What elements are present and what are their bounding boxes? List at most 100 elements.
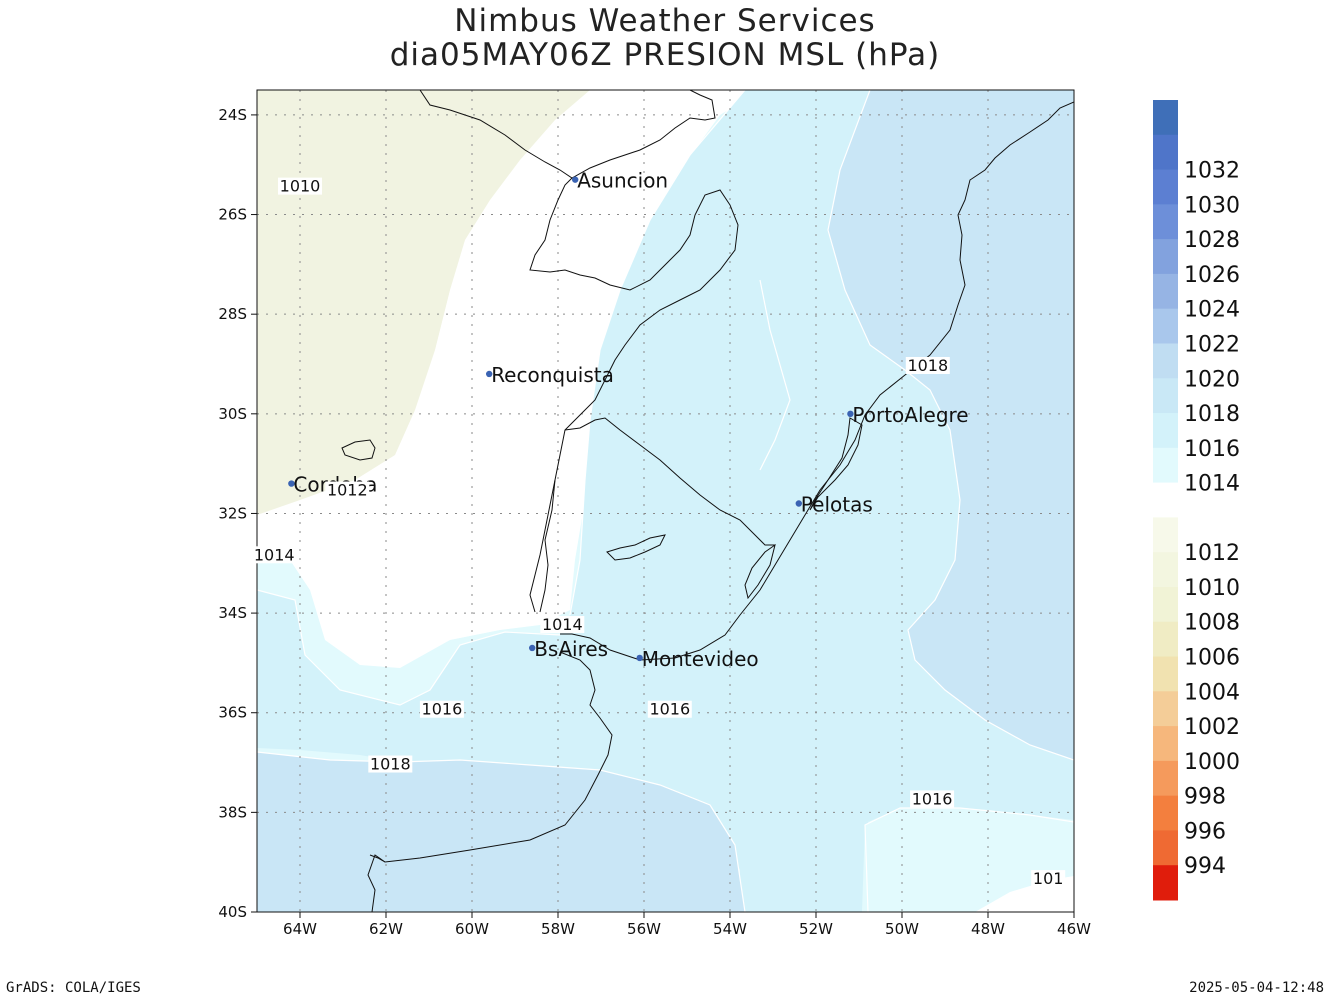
- axis-ticks: 64W 62W 60W 58W 56W 54W 52W 50W 48W 46W 24S 26S 28S 3…: [218, 106, 1091, 938]
- city-label: Montevideo: [642, 647, 759, 671]
- colorbar: 1032 1030 1028 1026 1024 1022 1020 1018 1016 1014…: [1153, 100, 1240, 901]
- colorbar-label: 1004: [1184, 680, 1240, 705]
- contour-label-bg: [325, 481, 370, 499]
- colorbar-swatch: [1153, 865, 1178, 901]
- x-tick-label: 64W: [283, 920, 317, 938]
- x-tick-label: 62W: [369, 920, 403, 938]
- city-dot: [847, 410, 854, 418]
- footer-credit: GrADS: COLA/IGES: [6, 980, 141, 996]
- city-label: Asuncion: [577, 169, 668, 193]
- colorbar-swatch: [1153, 830, 1178, 866]
- colorbar-label: 996: [1184, 819, 1226, 844]
- city-markers: AsuncionReconquistaCordobaPortoAlegrePel…: [288, 169, 969, 671]
- colorbar-swatch: [1153, 134, 1178, 171]
- contour-label: 1010: [280, 177, 321, 196]
- colorbar-swatch: [1153, 552, 1178, 588]
- city-label: Reconquista: [491, 363, 614, 387]
- band-1018-east: [828, 90, 1074, 760]
- city-label: BsAires: [534, 637, 608, 661]
- colorbar-label: 1018: [1184, 402, 1240, 427]
- lagoa-mirim: [744, 543, 776, 600]
- y-tick-label: 26S: [218, 206, 247, 224]
- map-frame: [256, 89, 1075, 913]
- colorbar-swatch: [1153, 691, 1178, 727]
- colorbar-swatch: [1153, 273, 1178, 310]
- coastlines-and-borders: [341, 90, 1074, 912]
- x-tick-label: 48W: [971, 920, 1005, 938]
- colorbar-label: 1000: [1184, 750, 1240, 775]
- contour-label: 1014: [542, 615, 583, 634]
- contour-lines: [257, 90, 1074, 912]
- colorbar-swatch: [1153, 447, 1178, 484]
- x-tick-label: 52W: [799, 920, 833, 938]
- x-tick-label: 50W: [885, 920, 919, 938]
- city-label: Pelotas: [801, 492, 873, 516]
- map-grid: [257, 90, 1074, 912]
- paraguay-border: [419, 90, 716, 179]
- colorbar-label: 1030: [1184, 193, 1240, 218]
- uruguay-border: [564, 417, 775, 546]
- colorbar-label: 1006: [1184, 646, 1240, 671]
- lagoa-dos-patos: [809, 417, 863, 511]
- x-tick-label: 60W: [455, 920, 489, 938]
- colorbar-label: 1028: [1184, 228, 1240, 253]
- colorbar-label: 1022: [1184, 332, 1240, 357]
- contour-label-bg: [419, 700, 464, 718]
- city-dot: [572, 176, 579, 183]
- contour-label: 1012: [327, 481, 368, 500]
- city-label: PortoAlegre: [852, 403, 968, 427]
- y-tick-label: 30S: [218, 405, 247, 423]
- colorbar-label: 998: [1184, 785, 1226, 810]
- band-1014-southeast: [862, 808, 1074, 912]
- title-line-2: dia05MAY06Z PRESION MSL (hPa): [389, 37, 941, 73]
- southern-coast: [369, 854, 386, 863]
- colorbar-swatch: [1153, 760, 1178, 797]
- rincon-del-bonete-lake: [606, 534, 666, 561]
- colorbar-label: 1024: [1184, 298, 1240, 323]
- contour-label-bg: [540, 616, 585, 634]
- city-dot: [486, 370, 493, 378]
- mar-chiquita-lake: [341, 439, 376, 461]
- contour-label: 1018: [907, 356, 948, 375]
- colorbar-swatch: [1153, 308, 1178, 344]
- colorbar-label: 1008: [1184, 611, 1240, 636]
- contour-label-bg: [905, 356, 950, 374]
- contour-label: 1018: [370, 755, 411, 774]
- x-tick-label: 46W: [1057, 920, 1091, 938]
- colorbar-label: 994: [1184, 854, 1226, 879]
- title-line-1: Nimbus Weather Services: [454, 3, 876, 39]
- y-tick-label: 36S: [218, 704, 247, 722]
- contour-labels: 1010 1012 1014 1014 1016 1016 1018 1018 1016 101: [252, 177, 1066, 888]
- city-dot: [529, 644, 536, 652]
- colorbar-label: 1002: [1184, 715, 1240, 740]
- contour-label-bg: [278, 177, 322, 195]
- contour-label-bg: [1031, 870, 1066, 888]
- argentina-coastline: [367, 651, 613, 912]
- colorbar-swatch: [1153, 482, 1178, 518]
- contour-label-bg: [647, 700, 692, 718]
- colorbar-swatch: [1153, 239, 1178, 275]
- band-1018-southwest: [257, 752, 745, 912]
- atlantic-coastline: [560, 101, 1074, 661]
- y-tick-label: 32S: [218, 504, 247, 522]
- chart-title: Nimbus Weather Services dia05MAY06Z PRES…: [0, 4, 1330, 72]
- x-tick-label: 56W: [627, 920, 661, 938]
- map-frame-content: [257, 90, 1074, 912]
- contour-label: 1016: [649, 700, 690, 719]
- contour-label-bg: [252, 546, 297, 564]
- colorbar-swatch: [1153, 100, 1178, 136]
- colorbar-swatch: [1153, 586, 1178, 623]
- colorbar-label: 1026: [1184, 263, 1240, 288]
- contour-label-bg: [368, 755, 413, 773]
- colorbar-swatch: [1153, 169, 1178, 205]
- colorbar-label: 1012: [1184, 541, 1240, 566]
- city-dot: [288, 480, 295, 487]
- contour-label: 1014: [254, 545, 295, 564]
- contour-label-bg: [910, 790, 955, 808]
- contour-label: 1016: [422, 700, 463, 719]
- band-1010: [257, 90, 590, 515]
- colorbar-swatch: [1153, 413, 1178, 449]
- city-dot: [795, 500, 802, 507]
- y-tick-label: 24S: [218, 106, 247, 124]
